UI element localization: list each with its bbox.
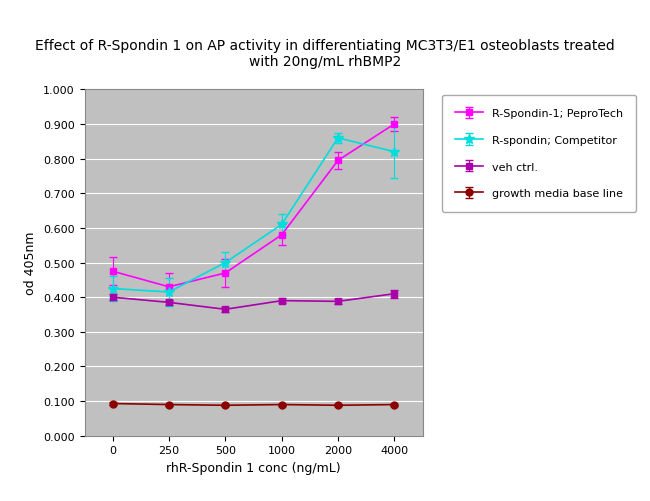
Legend: R-Spondin-1; PeproTech, R-spondin; Competitor, veh ctrl., growth media base line: R-Spondin-1; PeproTech, R-spondin; Compe…	[441, 96, 636, 212]
Text: Effect of R-Spondin 1 on AP activity in differentiating MC3T3/E1 osteoblasts tre: Effect of R-Spondin 1 on AP activity in …	[35, 39, 615, 53]
Text: with 20ng/mL rhBMP2: with 20ng/mL rhBMP2	[249, 55, 401, 69]
Y-axis label: od 405nm: od 405nm	[25, 231, 38, 295]
X-axis label: rhR-Spondin 1 conc (ng/mL): rhR-Spondin 1 conc (ng/mL)	[166, 461, 341, 474]
